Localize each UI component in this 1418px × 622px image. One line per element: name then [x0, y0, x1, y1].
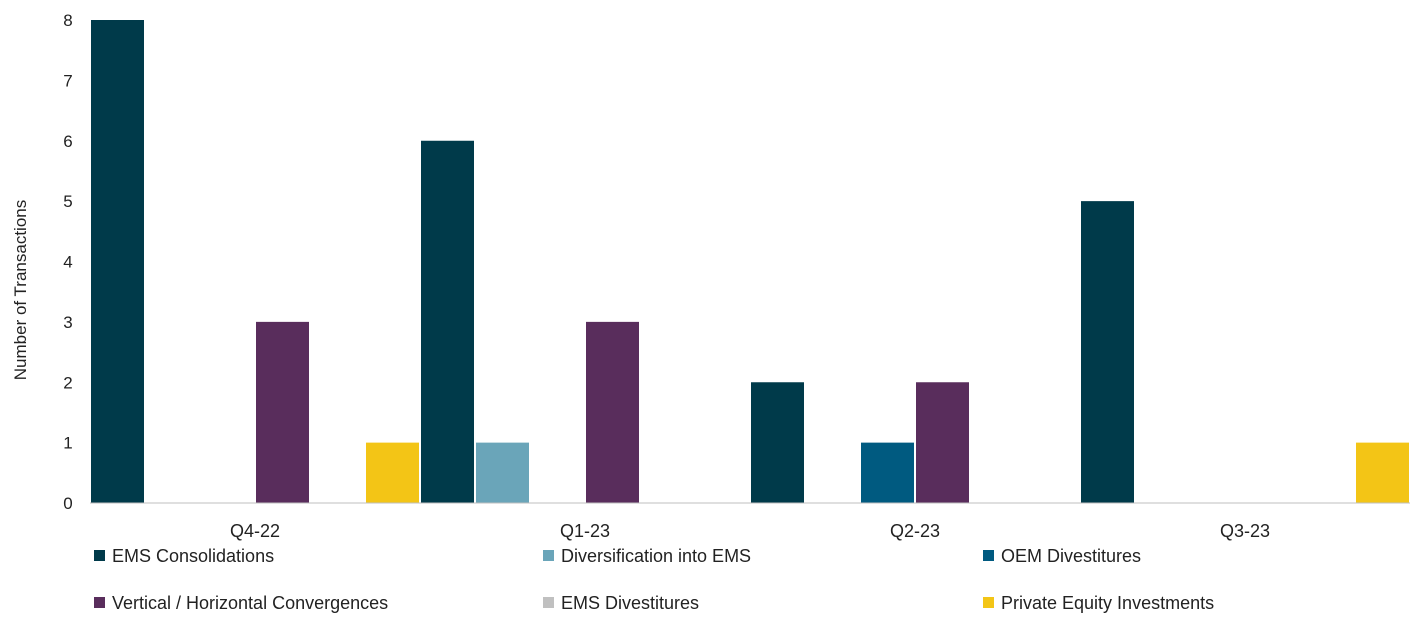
x-tick-label: Q4-22: [230, 521, 280, 541]
y-tick-label: 3: [63, 313, 72, 332]
legend-label: EMS Consolidations: [112, 546, 274, 566]
legend-swatch: [94, 550, 105, 561]
legend-label: EMS Divestitures: [561, 593, 699, 613]
y-axis-label-group: Number of Transactions: [11, 200, 30, 380]
bar-diversification-into-ems-q1-23: [476, 442, 529, 503]
bar-oem-divestitures-q2-23: [861, 442, 914, 503]
legend-swatch: [94, 597, 105, 608]
bar-ems-consolidations-q2-23: [751, 382, 804, 503]
legend-item-diversification-into-ems: Diversification into EMS: [543, 546, 751, 566]
legend-label: OEM Divestitures: [1001, 546, 1141, 566]
legend-item-private-equity-investments: Private Equity Investments: [983, 593, 1214, 613]
bar-ems-consolidations-q1-23: [421, 140, 474, 503]
x-tick-label: Q1-23: [560, 521, 610, 541]
legend-swatch: [543, 597, 554, 608]
x-tick-label: Q2-23: [890, 521, 940, 541]
bar-vertical-horizontal-convergences-q4-22: [256, 321, 309, 503]
bars: [91, 20, 1409, 503]
legend-label: Vertical / Horizontal Convergences: [112, 593, 388, 613]
y-tick-label: 6: [63, 132, 72, 151]
legend-item-ems-divestitures: EMS Divestitures: [543, 593, 699, 613]
y-tick-label: 7: [63, 71, 72, 90]
y-tick-label: 2: [63, 373, 72, 392]
bar-private-equity-investments-q4-22: [366, 442, 419, 503]
legend-swatch: [983, 597, 994, 608]
y-tick-label: 1: [63, 434, 72, 453]
bar-vertical-horizontal-convergences-q2-23: [916, 382, 969, 503]
legend: EMS Consolidations Diversification into E…: [94, 546, 1214, 613]
bar-vertical-horizontal-convergences-q1-23: [586, 321, 639, 503]
bar-ems-consolidations-q3-23: [1081, 201, 1134, 503]
y-axis-label: Number of Transactions: [11, 200, 30, 380]
y-tick-label: 5: [63, 192, 72, 211]
y-tick-label: 0: [63, 494, 72, 513]
bar-ems-consolidations-q4-22: [91, 20, 144, 503]
y-axis-ticks: 0 1 2 3 4 5 6 7 8: [63, 11, 72, 513]
legend-item-vertical-horizontal-convergences: Vertical / Horizontal Convergences: [94, 593, 388, 613]
legend-item-oem-divestitures: OEM Divestitures: [983, 546, 1141, 566]
legend-swatch: [983, 550, 994, 561]
y-tick-label: 8: [63, 11, 72, 30]
legend-label: Private Equity Investments: [1001, 593, 1214, 613]
y-tick-label: 4: [63, 253, 72, 272]
bar-private-equity-investments-q3-23: [1356, 442, 1409, 503]
legend-swatch: [543, 550, 554, 561]
x-axis-ticks: Q4-22 Q1-23 Q2-23 Q3-23: [230, 521, 1270, 541]
legend-label: Diversification into EMS: [561, 546, 751, 566]
x-tick-label: Q3-23: [1220, 521, 1270, 541]
legend-item-ems-consolidations: EMS Consolidations: [94, 546, 274, 566]
